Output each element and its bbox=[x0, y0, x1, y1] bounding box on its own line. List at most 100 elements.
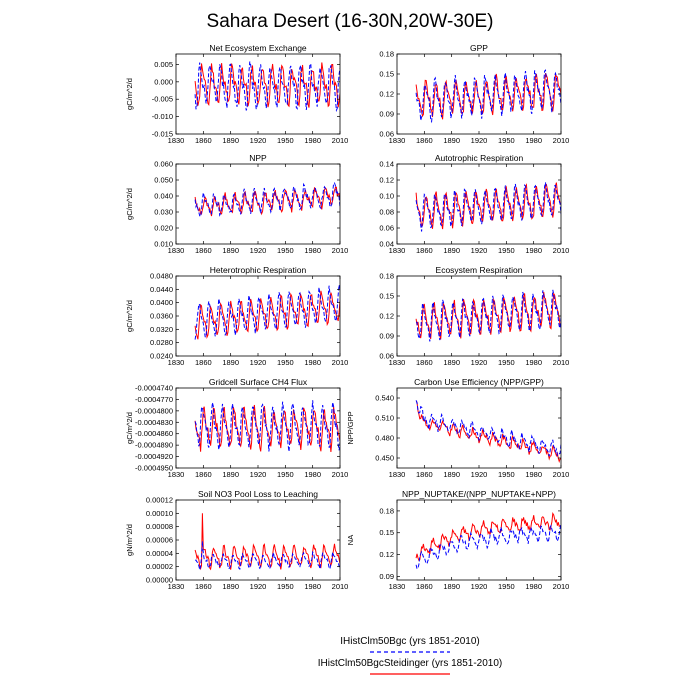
y-tick-label: 0.0320 bbox=[150, 325, 173, 334]
panel-title: NPP_NUPTAKE/(NPP_NUPTAKE+NPP) bbox=[402, 489, 556, 499]
x-tick-label: 2010 bbox=[332, 136, 349, 145]
y-tick-label: 0.0440 bbox=[150, 285, 173, 294]
series-line-steidinger bbox=[415, 182, 561, 230]
panel-title: Soil NO3 Pool Loss to Leaching bbox=[198, 489, 318, 499]
panel-2: GPP 1830 1860 1890 1920 1950 1980 2010 0.06 0.09 0… bbox=[379, 43, 569, 145]
x-tick-label: 1980 bbox=[304, 136, 321, 145]
y-tick-label: 0.06 bbox=[379, 224, 394, 233]
x-tick-label: 1830 bbox=[168, 358, 185, 367]
y-tick-label: 0.10 bbox=[379, 192, 394, 201]
y-axis-label: NPP/GPP bbox=[346, 411, 355, 444]
y-tick-label: 0.060 bbox=[154, 160, 173, 169]
y-tick-label: -0.0004950 bbox=[135, 464, 173, 473]
panel-6: Ecosystem Respiration 1830 1860 1890 1920 195… bbox=[379, 265, 569, 367]
y-axis-label: NA bbox=[346, 535, 355, 545]
y-tick-label: 0.06 bbox=[379, 352, 394, 361]
x-tick-label: 1890 bbox=[443, 136, 460, 145]
x-tick-label: 1890 bbox=[443, 582, 460, 591]
legend-label-steidinger: IHistClm50BgcSteidinger (yrs 1851-2010) bbox=[318, 658, 503, 669]
x-tick-label: 1860 bbox=[195, 246, 212, 255]
x-tick-label: 1950 bbox=[498, 136, 515, 145]
x-tick-label: 1860 bbox=[416, 358, 433, 367]
series-line-steidinger bbox=[415, 291, 561, 340]
y-tick-label: -0.015 bbox=[152, 130, 173, 139]
legend: IHistClm50Bgc (yrs 1851-2010) IHistClm50… bbox=[318, 636, 503, 675]
y-tick-label: 0.04 bbox=[379, 240, 394, 249]
x-tick-label: 1950 bbox=[498, 358, 515, 367]
panel-10: NPP_NUPTAKE/(NPP_NUPTAKE+NPP) NA 1830 1860 1… bbox=[346, 489, 569, 591]
series-line-control bbox=[194, 284, 340, 340]
x-tick-label: 1890 bbox=[443, 358, 460, 367]
series-line-control bbox=[415, 400, 561, 457]
x-tick-label: 1950 bbox=[498, 582, 515, 591]
series-line-control bbox=[194, 182, 340, 218]
y-tick-label: 0.15 bbox=[379, 528, 394, 537]
y-tick-label: 0.12 bbox=[379, 312, 394, 321]
y-tick-label: 0.540 bbox=[375, 394, 394, 403]
x-tick-label: 1950 bbox=[498, 470, 515, 479]
x-tick-label: 1830 bbox=[168, 136, 185, 145]
x-tick-label: 1980 bbox=[525, 358, 542, 367]
x-tick-label: 1830 bbox=[389, 470, 406, 479]
x-tick-label: 1950 bbox=[277, 358, 294, 367]
y-tick-label: 0.030 bbox=[154, 208, 173, 217]
y-tick-label: 0.00006 bbox=[146, 536, 173, 545]
y-tick-label: 0.15 bbox=[379, 70, 394, 79]
x-tick-label: 1920 bbox=[471, 246, 488, 255]
x-tick-label: 2010 bbox=[553, 136, 570, 145]
panel-title: Carbon Use Efficiency (NPP/GPP) bbox=[414, 377, 544, 387]
x-tick-label: 1890 bbox=[222, 246, 239, 255]
x-tick-label: 1860 bbox=[416, 582, 433, 591]
panel-4: Autotrophic Respiration 1830 1860 1890 1920 1… bbox=[379, 153, 569, 255]
series-line-steidinger bbox=[194, 513, 340, 571]
x-tick-label: 1860 bbox=[195, 358, 212, 367]
y-tick-label: 0.09 bbox=[379, 332, 394, 341]
series-line-steidinger bbox=[415, 72, 561, 120]
x-tick-label: 1920 bbox=[250, 582, 267, 591]
y-tick-label: -0.0004800 bbox=[135, 406, 173, 415]
x-tick-label: 1980 bbox=[525, 136, 542, 145]
panels: Net Ecosystem Exchange gC/m^2/d 1830 1860 18… bbox=[125, 43, 569, 591]
y-tick-label: 0.00000 bbox=[146, 576, 173, 585]
x-tick-label: 1830 bbox=[389, 136, 406, 145]
y-tick-label: -0.0004890 bbox=[135, 441, 173, 450]
x-tick-label: 1920 bbox=[471, 470, 488, 479]
x-tick-label: 1950 bbox=[498, 246, 515, 255]
series-line-control bbox=[416, 289, 561, 342]
y-tick-label: -0.0004830 bbox=[135, 418, 173, 427]
y-tick-label: 0.06 bbox=[379, 130, 394, 139]
x-tick-label: 1950 bbox=[277, 136, 294, 145]
x-tick-label: 1890 bbox=[222, 582, 239, 591]
panel-title: Ecosystem Respiration bbox=[436, 265, 523, 275]
series-line-control bbox=[194, 61, 340, 113]
y-tick-label: 0.0280 bbox=[150, 338, 173, 347]
y-tick-label: 0.000 bbox=[154, 77, 173, 86]
x-tick-label: 1830 bbox=[168, 470, 185, 479]
y-tick-label: -0.0004770 bbox=[135, 395, 173, 404]
x-tick-label: 1980 bbox=[525, 470, 542, 479]
y-tick-label: 0.00004 bbox=[146, 549, 173, 558]
series-line-steidinger bbox=[194, 404, 340, 453]
y-tick-label: 0.18 bbox=[379, 50, 394, 59]
x-tick-label: 1920 bbox=[250, 136, 267, 145]
y-tick-label: 0.040 bbox=[154, 192, 173, 201]
panel-3: NPP gC/m^2/d 1830 1860 1890 1920 1950 1980 2010 0… bbox=[125, 153, 348, 255]
x-tick-label: 1860 bbox=[416, 470, 433, 479]
series-line-steidinger bbox=[415, 401, 561, 464]
y-axis-label: gC/m^2/d bbox=[125, 78, 134, 110]
y-tick-label: 0.510 bbox=[375, 414, 394, 423]
plot-frame bbox=[396, 387, 562, 469]
y-tick-label: 0.12 bbox=[379, 550, 394, 559]
series-line-control bbox=[194, 400, 340, 452]
x-tick-label: 1920 bbox=[471, 358, 488, 367]
y-tick-label: -0.0004740 bbox=[135, 384, 173, 393]
y-tick-label: 0.00002 bbox=[146, 562, 173, 571]
panel-1: Net Ecosystem Exchange gC/m^2/d 1830 1860 18… bbox=[125, 43, 348, 145]
plot-frame bbox=[396, 53, 562, 135]
panel-8: Carbon Use Efficiency (NPP/GPP) NPP/GPP 18… bbox=[346, 377, 569, 479]
x-tick-label: 1830 bbox=[389, 246, 406, 255]
y-tick-label: 0.09 bbox=[379, 110, 394, 119]
x-tick-label: 2010 bbox=[553, 470, 570, 479]
x-tick-label: 1830 bbox=[389, 582, 406, 591]
